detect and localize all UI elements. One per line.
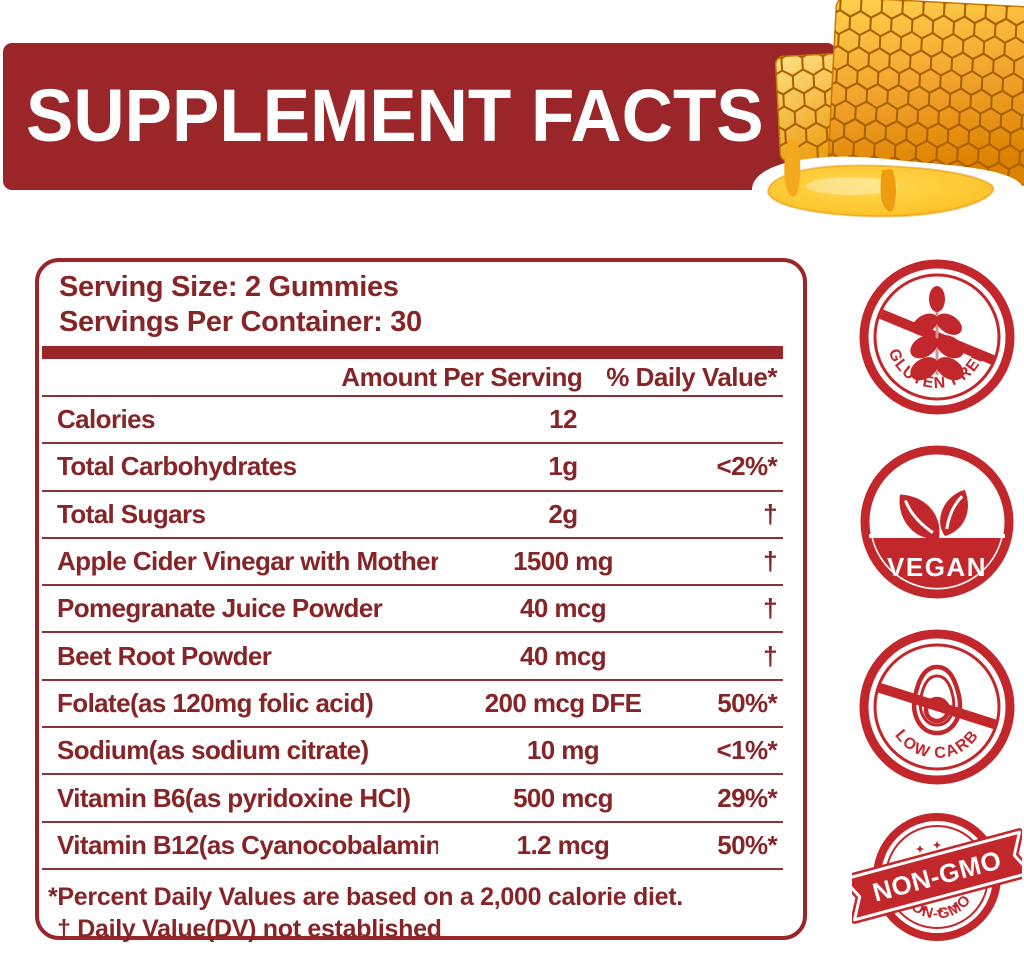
row-name: Total Carbohydrates bbox=[57, 451, 297, 482]
table-row: Calories 12 bbox=[42, 395, 783, 442]
table-body: Calories 12 Total Carbohydrates 1g <2%* … bbox=[42, 395, 783, 868]
title-banner: SUPPLEMENT FACTS bbox=[3, 43, 836, 190]
row-name: Calories bbox=[57, 404, 155, 435]
leaves-icon bbox=[899, 489, 968, 539]
table-row: Pomegranate Juice Powder 40 mcg † bbox=[42, 584, 783, 631]
row-name: Folate(as 120mg folic acid) bbox=[57, 687, 374, 718]
row-daily-value: <1%* bbox=[716, 735, 778, 766]
honeycomb-image bbox=[751, 0, 1024, 238]
serving-size: Serving Size: 2 Gummies bbox=[59, 271, 399, 303]
daily-value-header: % Daily Value* bbox=[606, 361, 777, 392]
honey-highlight bbox=[806, 177, 898, 195]
row-amount: 1g bbox=[548, 451, 578, 482]
row-amount: 500 mcg bbox=[513, 782, 613, 813]
row-amount: 1500 mg bbox=[513, 546, 613, 577]
supplement-facts-panel: Serving Size: 2 Gummies Servings Per Con… bbox=[35, 258, 807, 943]
row-amount: 40 mcg bbox=[519, 593, 607, 624]
non-gmo-badge: NON-GMO NON-GMO NON-GMO bbox=[852, 813, 1022, 941]
page-title: SUPPLEMENT FACTS bbox=[26, 75, 764, 158]
row-name: Vitamin B12(as Cyanocobalamin) bbox=[57, 829, 438, 860]
servings-per-container: Servings Per Container: 30 bbox=[59, 306, 422, 338]
badge-inner-ring bbox=[873, 273, 1001, 401]
table-row: Vitamin B12(as Cyanocobalamin) 1.2 mcg 5… bbox=[42, 820, 783, 868]
non-gmo-ribbon: NON-GMO bbox=[852, 828, 1022, 924]
gluten-free-badge: GLUTEN FREE bbox=[859, 259, 1015, 415]
badge-inner-ring bbox=[873, 643, 1001, 771]
row-name: Pomegranate Juice Powder bbox=[57, 593, 383, 624]
honeycomb-big-block bbox=[827, 0, 1024, 188]
wheat-icon bbox=[910, 286, 964, 381]
table-row: Sodium(as sodium citrate) 10 mg <1%* bbox=[42, 726, 783, 773]
row-daily-value: † bbox=[763, 593, 777, 624]
table-row: Beet Root Powder 40 mcg † bbox=[42, 631, 783, 678]
row-name: Total Sugars bbox=[57, 498, 206, 529]
row-daily-value: 50%* bbox=[717, 687, 777, 718]
row-amount: 2g bbox=[548, 498, 578, 529]
honey-drip-center bbox=[880, 169, 896, 212]
low-carb-badge: LOW CARB bbox=[859, 629, 1015, 785]
table-header-row: Amount Per Serving % Daily Value* bbox=[42, 359, 783, 395]
footnote-percent-dv: *Percent Daily Values are based on a 2,0… bbox=[48, 882, 683, 911]
header-bar bbox=[42, 346, 783, 359]
no-slash bbox=[875, 682, 999, 730]
table-row: Apple Cider Vinegar with Mother 1500 mg … bbox=[42, 536, 783, 584]
row-amount: 40 mcg bbox=[519, 640, 607, 671]
row-amount: 12 bbox=[549, 404, 577, 435]
row-name: Sodium(as sodium citrate) bbox=[57, 735, 369, 766]
footnote-dagger: † Daily Value(DV) not established bbox=[57, 914, 442, 943]
row-amount: 10 mg bbox=[526, 735, 600, 766]
row-daily-value: † bbox=[763, 546, 777, 577]
table-row: Total Carbohydrates 1g <2%* bbox=[42, 442, 783, 489]
row-name: Beet Root Powder bbox=[57, 640, 272, 671]
row-daily-value: 29%* bbox=[717, 782, 777, 813]
table-row: Vitamin B6(as pyridoxine HCl) 500 mcg 29… bbox=[42, 773, 783, 820]
footnotes: *Percent Daily Values are based on a 2,0… bbox=[42, 867, 783, 945]
row-daily-value: † bbox=[763, 640, 777, 671]
row-daily-value: † bbox=[763, 498, 777, 529]
row-amount: 200 mcg DFE bbox=[484, 687, 642, 718]
honey-drip-left bbox=[784, 140, 801, 197]
row-name: Vitamin B6(as pyridoxine HCl) bbox=[57, 782, 411, 813]
badge-bottom-chord bbox=[873, 538, 1001, 588]
vegan-label: VEGAN bbox=[887, 552, 987, 582]
row-daily-value: 50%* bbox=[717, 829, 777, 860]
row-daily-value: <2%* bbox=[716, 451, 778, 482]
row-name: Apple Cider Vinegar with Mother bbox=[57, 546, 438, 577]
vegan-badge: VEGAN bbox=[860, 445, 1014, 599]
row-amount: 1.2 mcg bbox=[516, 829, 610, 860]
table-row: Folate(as 120mg folic acid) 200 mcg DFE … bbox=[42, 678, 783, 726]
table-row: Total Sugars 2g † bbox=[42, 489, 783, 537]
amount-header: Amount Per Serving bbox=[341, 361, 583, 392]
